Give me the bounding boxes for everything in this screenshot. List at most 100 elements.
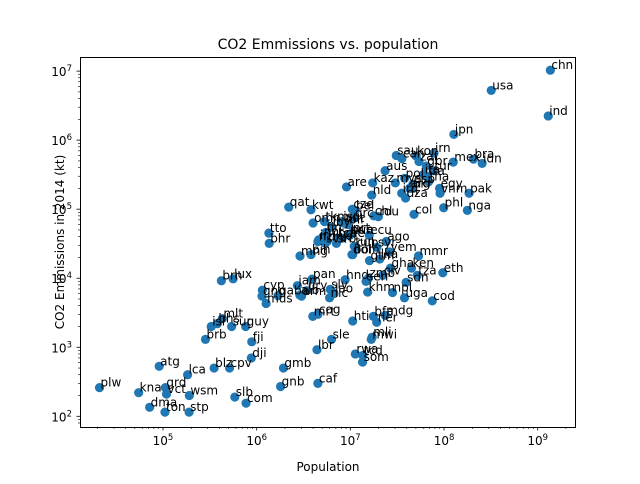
data-point [206,321,216,332]
point-label: grd [166,376,186,390]
point-label: mng [301,244,328,258]
data-point [357,357,368,367]
point-label: tcd [364,343,383,357]
point-label: mmr [420,244,448,258]
plot-frame [80,57,576,428]
data-point [161,389,172,399]
data-point [241,398,251,408]
data-point [325,284,335,294]
point-label: blr [349,212,365,226]
x-tick-base: 10 [434,434,449,448]
point-label: usa [492,78,513,92]
point-label: zaf [420,150,439,164]
point-label: phl [445,196,464,210]
data-point [184,390,194,401]
point-label: khm [369,280,395,294]
point-label: mus [267,292,293,306]
point-label: lby [333,215,351,229]
data-point [326,222,337,232]
data-point [94,383,105,393]
point-label: ner [378,310,398,324]
point-label: zmb [369,266,395,280]
point-label: atg [160,354,180,368]
point-label: srb [337,231,356,245]
point-label: pol [406,166,424,180]
data-point [543,111,553,121]
data-point [349,213,359,223]
point-label: uga [405,286,428,300]
data-point [397,154,407,164]
data-point [320,238,330,248]
x-axis: 105 106 107 108 109 [97,427,567,448]
data-point [412,270,422,280]
data-point [364,255,375,266]
point-label: aus [386,159,407,173]
data-point [409,209,419,220]
point-label: brb [206,327,226,341]
data-point [306,205,316,215]
point-label: prt [353,221,371,235]
data-point [413,251,424,261]
data-point [160,407,170,417]
data-point [384,247,395,257]
data-point [477,158,487,169]
point-label: svk [326,231,346,245]
data-point [486,85,496,96]
data-point [350,349,360,359]
point-label: tha [430,170,450,184]
data-point [295,251,305,261]
point-label: isl [212,314,225,328]
data-point [319,217,330,227]
data-point [464,188,474,198]
data-point [340,275,350,285]
point-label: are [348,175,367,189]
point-label: caf [319,371,338,385]
point-label: dom [353,243,380,257]
point-label: mlt [223,307,243,321]
point-label: dma [151,395,178,409]
data-point [273,291,283,301]
data-point [372,317,382,327]
point-label: mdg [386,303,413,317]
x-tick-exponent: 5 [168,433,173,443]
point-label: jpn [454,122,474,136]
data-point [435,188,445,198]
x-tick-exponent: 6 [262,433,267,443]
point-label: can [403,147,425,161]
data-point [182,370,193,380]
point-label: lux [234,267,252,281]
data-point [292,281,302,291]
point-label: eth [444,261,464,275]
data-point [419,169,429,179]
data-point [387,287,398,298]
point-label: pak [470,181,492,195]
y-tick-label: 107 [51,64,72,79]
point-label: tkm [326,210,349,224]
point-label: tur [434,159,451,173]
data-point [427,296,437,306]
data-point [341,182,352,192]
point-label: plw [101,376,122,390]
point-label: stp [190,400,209,414]
point-label: omn [314,211,341,225]
data-point [296,291,307,301]
x-tick-base: 10 [153,434,168,448]
data-point [224,363,235,373]
point-label: hun [351,223,374,237]
data-point [428,166,439,176]
x-tick-base: 10 [527,434,542,448]
point-label: syr [378,235,396,249]
point-label: ita [425,162,440,176]
point-label: kna [140,381,162,395]
y-tick-label: 103 [51,340,72,355]
data-point [347,204,357,214]
data-point [378,270,388,280]
data-point [257,291,267,301]
x-tick-exponent: 8 [449,433,454,443]
y-tick-exponent: 5 [67,202,72,212]
point-label: mys [396,171,421,185]
data-point [230,392,240,402]
point-label: yem [391,240,417,254]
data-point [372,242,382,252]
